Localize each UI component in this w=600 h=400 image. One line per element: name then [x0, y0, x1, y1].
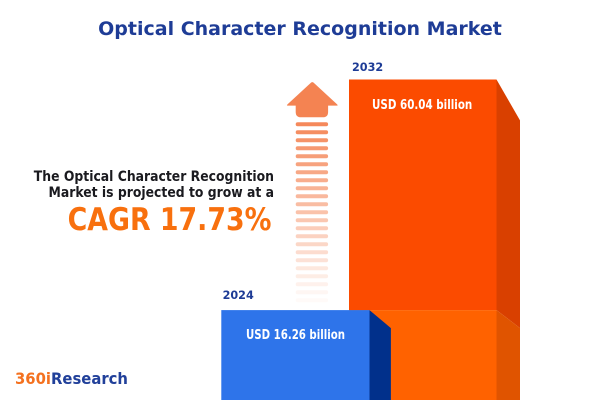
growth-arrow-stripes — [295, 122, 329, 303]
brand-logo-research: Research — [51, 369, 128, 389]
bar-2024-face — [221, 310, 370, 400]
bar-2024 — [221, 310, 391, 400]
bar-2032-side-upper — [496, 79, 520, 329]
bar-2032-year-label: 2032 — [352, 61, 384, 75]
cagr-value: CAGR 17.73% — [67, 201, 272, 238]
growth-arrow-head — [286, 82, 338, 118]
tagline-text: The Optical Character Recognition Market… — [0, 169, 274, 200]
brand-logo: 360iResearch — [15, 369, 128, 388]
bar-2032 — [349, 79, 520, 400]
page-title: Optical Character Recognition Market — [98, 17, 502, 40]
tagline-line2: Market is projected to grow at a — [48, 184, 275, 201]
bar-2032-face-upper — [349, 79, 497, 311]
bar-2032-side-lower — [496, 310, 520, 400]
brand-logo-360i: 360i — [15, 369, 52, 389]
tagline-line1: The Optical Character Recognition — [33, 168, 274, 186]
bar-2024-value-label: USD 16.26 billion — [245, 326, 345, 343]
bar-2024-side — [369, 310, 391, 400]
bar-2032-value-label: USD 60.04 billion — [372, 97, 473, 114]
growth-arrow-icon — [286, 82, 338, 303]
bar-2024-year-label: 2024 — [222, 289, 254, 303]
